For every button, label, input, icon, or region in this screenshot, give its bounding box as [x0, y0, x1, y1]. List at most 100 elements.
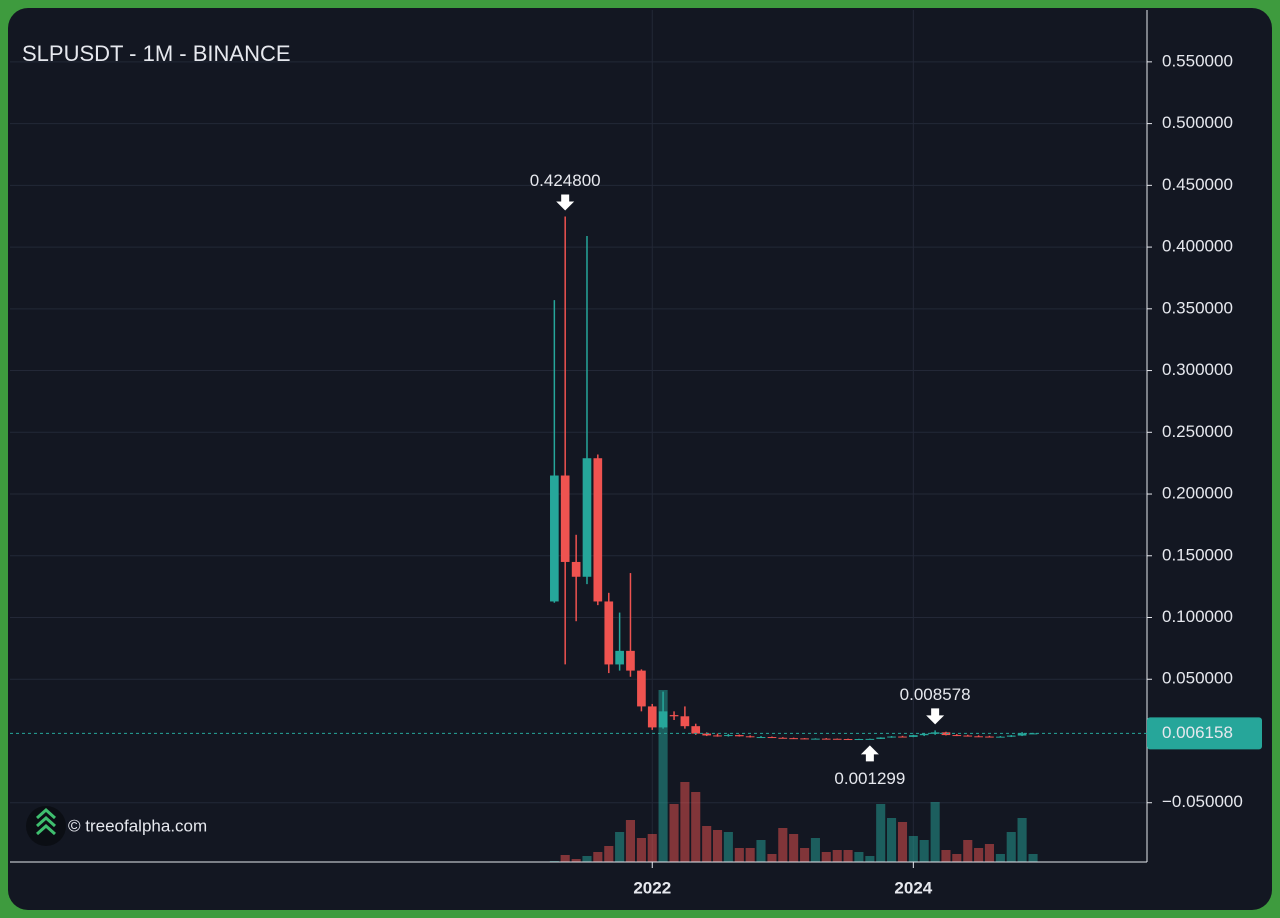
candle-body [919, 733, 929, 736]
candle-body [582, 458, 592, 577]
volume-bar [974, 848, 984, 862]
volume-bar [636, 838, 646, 862]
volume-bar [582, 856, 592, 862]
candle-body [669, 715, 679, 717]
candle-body [996, 736, 1005, 738]
volume-bar [615, 832, 625, 862]
candle-body [702, 733, 712, 736]
volume-bar [691, 792, 701, 862]
volume-bar [810, 838, 820, 862]
candle-body [952, 735, 962, 737]
candle-body [909, 735, 918, 737]
volume-bar [821, 852, 831, 862]
volume-bar [919, 840, 929, 862]
annotation-label: 0.001299 [834, 769, 905, 788]
candle-body [615, 650, 624, 665]
candle-body [550, 475, 559, 602]
volume-bar [963, 840, 973, 862]
candle-body [626, 650, 635, 671]
volume-bar [908, 836, 918, 862]
candle-body [1028, 733, 1038, 735]
y-tick-label: 0.450000 [1162, 175, 1233, 194]
candle-body [724, 735, 733, 737]
candle-body [658, 711, 668, 728]
volume-bar [843, 850, 853, 862]
candle-body [800, 738, 809, 740]
candle-body [647, 706, 657, 728]
annotation-arrow [860, 745, 879, 762]
candle-body [832, 738, 842, 740]
watermark: © treeofalpha.com [68, 816, 207, 835]
candle-body [604, 601, 614, 665]
candle-body [778, 737, 788, 739]
y-tick-label: 0.500000 [1162, 113, 1233, 132]
last-price-label: 0.006158 [1162, 723, 1233, 742]
candle-body [767, 737, 777, 739]
candle-body [745, 736, 755, 738]
candle-body [876, 737, 886, 739]
y-tick-label: 0.400000 [1162, 237, 1233, 256]
candle-body [1006, 735, 1016, 737]
volume-bar [865, 856, 875, 862]
candle-body [811, 738, 820, 740]
volume-bar [560, 855, 570, 862]
candle-body [713, 735, 722, 737]
y-tick-label: 0.300000 [1162, 360, 1233, 379]
last-price-box [1147, 717, 1262, 750]
volume-bar [832, 850, 842, 862]
candle-body [865, 738, 875, 740]
annotation-arrow [926, 708, 945, 725]
volume-bar [995, 854, 1005, 862]
y-tick-label: 0.050000 [1162, 669, 1233, 688]
volume-bar [658, 690, 668, 862]
x-tick-label: 2022 [633, 878, 671, 897]
volume-bar [800, 848, 810, 862]
volume-bar [897, 822, 908, 862]
logo-icon [36, 807, 56, 836]
annotation-label: 0.424800 [530, 171, 601, 190]
y-tick-label: 0.550000 [1162, 51, 1233, 70]
volume-bar [647, 834, 657, 862]
y-tick-label: 0.100000 [1162, 607, 1233, 626]
volume-bar [778, 828, 788, 862]
candle-body [756, 737, 766, 739]
volume-bar [952, 854, 962, 862]
volume-bar [756, 840, 766, 862]
volume-bar [669, 804, 679, 862]
y-tick-label: 0.150000 [1162, 545, 1233, 564]
candle-body [985, 736, 994, 738]
candle-body [854, 739, 864, 741]
volume-bar [593, 852, 603, 862]
volume-bar [941, 850, 951, 862]
volume-bar [876, 804, 886, 862]
candle-body [1017, 733, 1027, 736]
x-tick-label: 2024 [894, 878, 932, 897]
volume-bar [930, 802, 940, 862]
y-tick-label: 0.250000 [1162, 422, 1233, 441]
volume-bar [723, 832, 733, 862]
candle-body [571, 561, 581, 577]
volume-bar [734, 848, 744, 862]
candle-body [637, 670, 646, 707]
panel [8, 8, 1272, 910]
candle-body [789, 738, 798, 740]
y-tick-label: 0.350000 [1162, 298, 1233, 317]
volume-bar [680, 782, 690, 862]
volume-bar [984, 844, 994, 862]
candle-body [974, 736, 983, 738]
candle-body [843, 739, 853, 741]
volume-bar [886, 818, 897, 862]
candle-body [680, 716, 690, 727]
volume-bar [702, 826, 712, 862]
volume-bar [625, 820, 636, 862]
y-tick-label: 0.200000 [1162, 484, 1233, 503]
volume-bar [745, 848, 755, 862]
annotation-arrow [556, 194, 575, 211]
candle-body [963, 735, 973, 737]
volume-bar [571, 859, 581, 862]
volume-bar [604, 846, 614, 862]
volume-bar [1028, 854, 1038, 862]
candle-body [691, 726, 701, 734]
